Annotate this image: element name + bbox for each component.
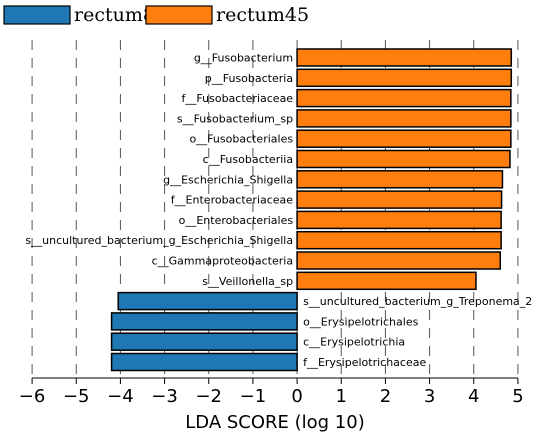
bar	[110, 352, 298, 372]
bar-label: p__Fusobacteria	[205, 72, 293, 85]
bar	[296, 230, 502, 250]
x-tick-label: −5	[63, 386, 90, 407]
bar	[296, 271, 477, 291]
bar-label: f__Erysipelotrichaceae	[303, 356, 426, 369]
x-tick-label: −1	[240, 386, 267, 407]
x-axis: −6 −5 −4 −3 −2 −1 0 1 2 3 4 5	[19, 377, 524, 407]
bar	[296, 170, 504, 189]
x-tick-label: 5	[512, 386, 523, 407]
x-tick-label: −4	[107, 386, 134, 407]
bar	[296, 129, 512, 148]
bar	[296, 210, 502, 230]
bar-label: o__Fusobacteriales	[189, 133, 293, 146]
x-tick-label: −2	[195, 386, 222, 407]
bar-label: c__Fusobacteriia	[203, 153, 293, 166]
bar-label: f__Fusobacteriaceae	[182, 92, 294, 105]
x-tick-label: −6	[19, 386, 46, 407]
legend-label: rectum80	[74, 4, 167, 26]
bar-label: s__Fusobacterium_sp	[177, 112, 293, 125]
bar-label: c__Gammaproteobacteria	[152, 255, 293, 268]
x-tick-label: 2	[380, 386, 391, 407]
bar-label: s__Veillonella_sp	[202, 275, 293, 288]
bar	[296, 251, 502, 270]
bar-labels-layer: g__Fusobacterium p__Fusobacteria f__Fusoba…	[25, 52, 532, 370]
legend-swatch	[3, 5, 71, 25]
x-tick-label: 4	[468, 386, 479, 407]
bar-label: s__uncultured_bacterium_g_Escherichia_Sh…	[25, 234, 293, 247]
bar-label: g__Escherichia_Shigella	[163, 173, 293, 186]
legend: rectum80 rectum45	[3, 4, 309, 26]
bar-label: f__Enterobacteriaceae	[171, 194, 294, 207]
x-axis-title: LDA SCORE (log 10)	[185, 412, 364, 433]
bars-layer	[110, 48, 513, 372]
bar-label: c__Erysipelotrichia	[303, 336, 405, 349]
bar-label: o__Erysipelotrichales	[303, 315, 419, 328]
bar	[117, 291, 298, 311]
bar-label: s__uncultured_bacterium_g_Treponema_2	[303, 295, 532, 308]
bar	[296, 109, 512, 128]
bar	[296, 149, 511, 169]
bar	[110, 332, 298, 351]
bar	[296, 68, 513, 88]
legend-label: rectum45	[216, 4, 309, 26]
x-tick-label: −3	[151, 386, 178, 407]
x-tick-label: 1	[336, 386, 347, 407]
bar-label: o__Enterobacteriales	[179, 214, 294, 227]
bar	[296, 48, 513, 67]
bar	[296, 190, 503, 209]
x-tick-label: 0	[291, 386, 302, 407]
bar	[296, 88, 512, 108]
legend-swatch	[145, 5, 213, 25]
x-tick-label: 3	[424, 386, 435, 407]
bar-label: g__Fusobacterium	[194, 52, 293, 65]
bar	[110, 312, 298, 331]
